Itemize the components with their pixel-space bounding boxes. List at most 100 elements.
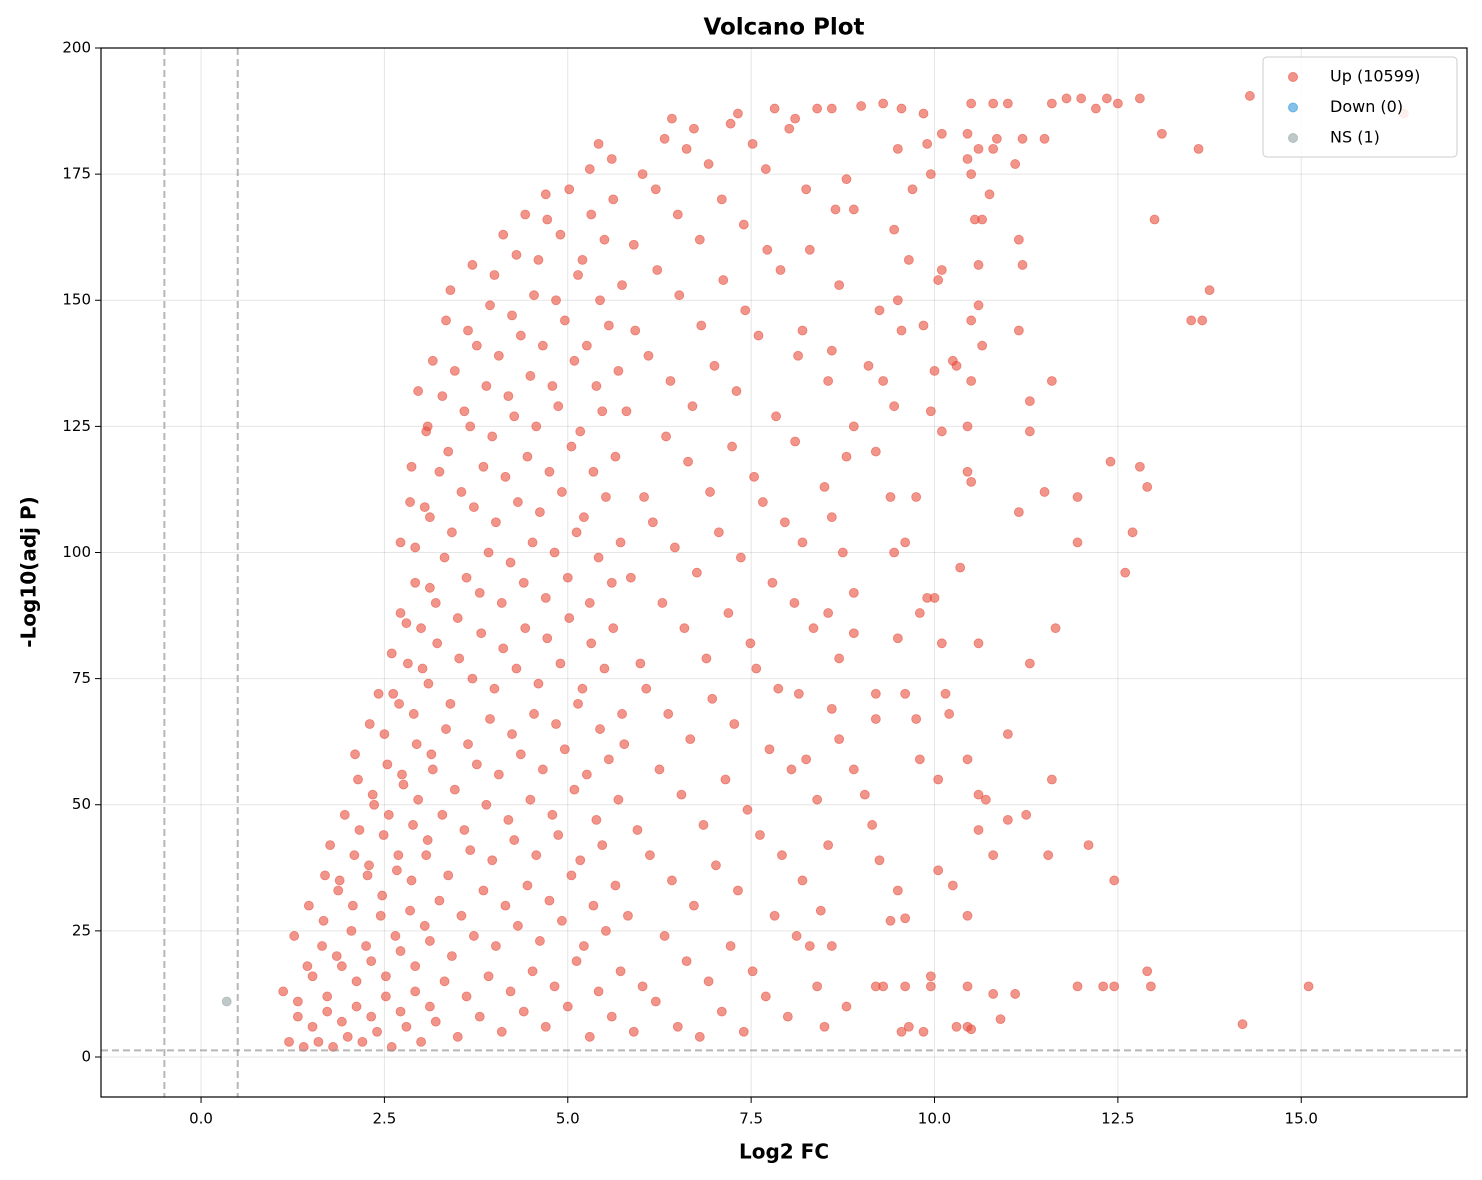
y-tick-label: 175	[62, 165, 91, 183]
point	[446, 527, 457, 538]
point	[490, 941, 501, 951]
point	[421, 850, 432, 861]
point	[364, 860, 374, 871]
point	[819, 1021, 830, 1032]
point	[615, 537, 626, 548]
point	[1101, 93, 1112, 104]
point	[351, 1001, 362, 1012]
point	[549, 547, 560, 558]
point	[918, 320, 929, 331]
point	[439, 552, 450, 563]
point	[1002, 98, 1013, 109]
point	[468, 502, 479, 512]
point	[1013, 234, 1024, 245]
point	[307, 1021, 318, 1032]
point	[711, 860, 721, 871]
point	[342, 1031, 353, 1042]
point	[641, 683, 652, 694]
point	[988, 143, 999, 154]
point	[547, 809, 558, 820]
point	[694, 234, 705, 245]
point	[1127, 527, 1138, 538]
point	[575, 855, 586, 866]
point	[566, 441, 577, 452]
point	[445, 698, 456, 709]
point	[339, 809, 350, 820]
point	[1046, 376, 1057, 386]
point	[496, 1026, 507, 1037]
point	[650, 996, 661, 1007]
point	[478, 461, 489, 472]
point	[515, 749, 526, 760]
point	[896, 325, 907, 336]
point	[375, 910, 386, 921]
point	[1142, 482, 1153, 492]
point	[962, 128, 973, 139]
point	[962, 421, 973, 432]
point	[823, 840, 834, 851]
point	[1039, 133, 1050, 144]
point	[366, 956, 377, 967]
point	[826, 345, 837, 356]
point	[584, 1031, 595, 1042]
point	[929, 593, 940, 603]
point	[966, 476, 977, 487]
legend-marker	[1288, 133, 1298, 143]
point	[427, 355, 438, 366]
point	[424, 936, 435, 946]
point	[500, 900, 511, 911]
point	[317, 941, 327, 951]
point	[973, 260, 984, 270]
point	[738, 219, 749, 230]
point	[791, 931, 802, 941]
point	[812, 103, 823, 114]
point	[867, 820, 878, 830]
x-tick-label: 7.5	[739, 1110, 763, 1128]
point	[417, 663, 428, 674]
point	[1142, 966, 1153, 977]
point	[914, 608, 925, 618]
point	[973, 789, 984, 800]
point	[834, 653, 845, 664]
point	[537, 764, 548, 775]
point	[522, 880, 533, 891]
point	[441, 315, 451, 326]
point	[667, 875, 677, 886]
point	[1013, 325, 1024, 336]
point	[531, 850, 542, 861]
point	[544, 466, 555, 477]
point	[353, 774, 363, 785]
point	[637, 169, 648, 180]
point	[557, 915, 567, 926]
point	[729, 719, 740, 729]
point	[892, 633, 903, 644]
point	[544, 895, 555, 906]
point	[606, 154, 617, 164]
point	[601, 492, 611, 502]
point	[434, 895, 445, 906]
point	[422, 835, 433, 845]
point	[379, 729, 390, 740]
point	[793, 350, 803, 361]
point	[878, 981, 889, 992]
point	[599, 234, 610, 245]
point	[911, 492, 922, 502]
x-tick-label: 10.0	[918, 1110, 951, 1128]
point	[515, 330, 526, 341]
point	[380, 991, 391, 1002]
point	[573, 698, 583, 709]
point	[584, 598, 595, 608]
point	[683, 456, 693, 467]
y-tick-label: 150	[62, 291, 91, 309]
point	[837, 547, 848, 558]
point	[369, 799, 380, 810]
point	[325, 840, 336, 851]
point	[628, 239, 639, 250]
point	[694, 1031, 705, 1042]
point	[474, 587, 485, 598]
point	[797, 325, 808, 336]
point	[610, 880, 621, 891]
point	[1083, 840, 1094, 851]
point	[801, 184, 812, 195]
